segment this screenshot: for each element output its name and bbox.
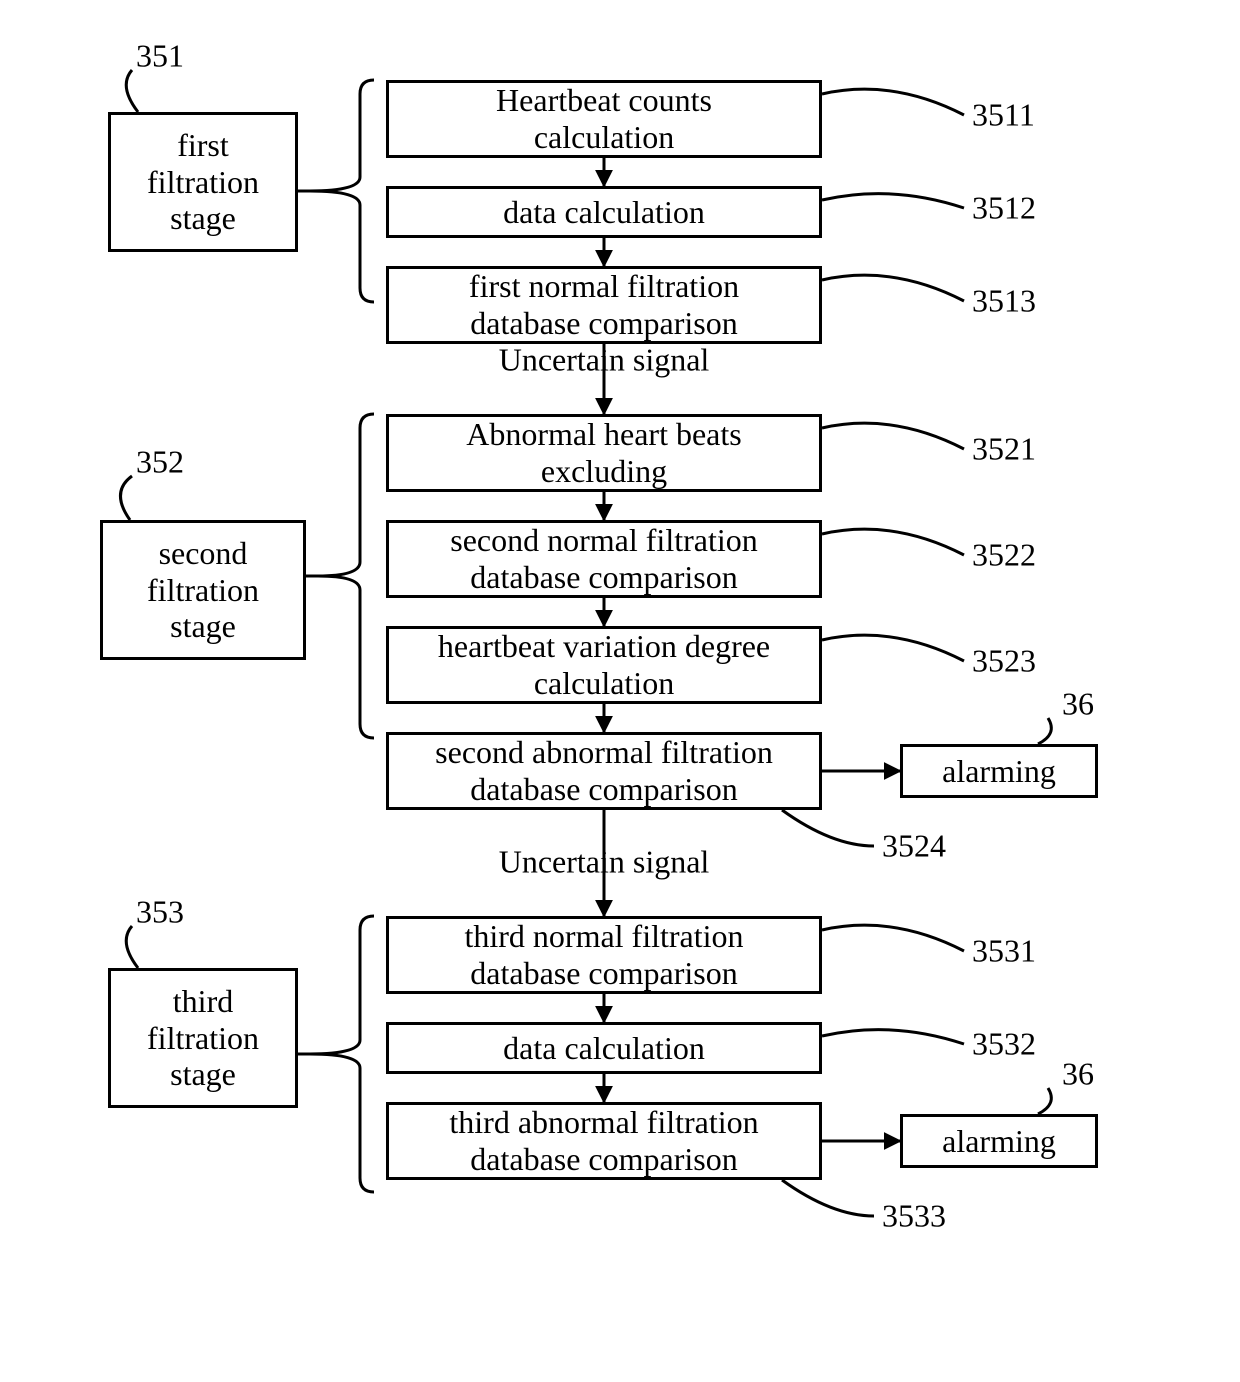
ref-label: 3513 — [972, 283, 1036, 318]
node-p3532: data calculation — [386, 1022, 822, 1074]
ref-label: 36 — [1062, 686, 1094, 721]
ref-label: 36 — [1062, 1056, 1094, 1091]
ref-label: 3532 — [972, 1026, 1036, 1061]
node-p3524: second abnormal filtrationdatabase compa… — [386, 732, 822, 810]
node-label: alarming — [942, 753, 1056, 790]
ref-label: 3533 — [882, 1198, 946, 1233]
node-label: secondfiltrationstage — [147, 535, 259, 645]
ref-label: 352 — [136, 444, 184, 479]
node-stage1: firstfiltrationstage — [108, 112, 298, 252]
ref-label: 353 — [136, 894, 184, 929]
ref-label: 3512 — [972, 190, 1036, 225]
node-label: first normal filtrationdatabase comparis… — [469, 268, 739, 342]
node-alarm2: alarming — [900, 1114, 1098, 1168]
node-label: data calculation — [503, 1030, 705, 1067]
node-label: Heartbeat countscalculation — [496, 82, 712, 156]
node-label: third normal filtrationdatabase comparis… — [464, 918, 743, 992]
node-p3522: second normal filtrationdatabase compari… — [386, 520, 822, 598]
node-label: alarming — [942, 1123, 1056, 1160]
node-stage3: thirdfiltrationstage — [108, 968, 298, 1108]
node-p3512: data calculation — [386, 186, 822, 238]
ref-label: 351 — [136, 38, 184, 73]
node-alarm1: alarming — [900, 744, 1098, 798]
node-p3523: heartbeat variation degreecalculation — [386, 626, 822, 704]
node-p3531: third normal filtrationdatabase comparis… — [386, 916, 822, 994]
node-p3533: third abnormal filtrationdatabase compar… — [386, 1102, 822, 1180]
node-label: thirdfiltrationstage — [147, 983, 259, 1093]
diagram-canvas: firstfiltrationstage 351 secondfiltrations… — [0, 0, 1240, 1382]
uncertain-signal-label: Uncertain signal — [499, 342, 710, 377]
ref-label: 3521 — [972, 431, 1036, 466]
node-label: data calculation — [503, 194, 705, 231]
node-p3513: first normal filtrationdatabase comparis… — [386, 266, 822, 344]
node-label: Abnormal heart beatsexcluding — [466, 416, 741, 490]
ref-label: 3524 — [882, 828, 946, 863]
ref-label: 3522 — [972, 537, 1036, 572]
ref-label: 3531 — [972, 933, 1036, 968]
node-label: heartbeat variation degreecalculation — [438, 628, 770, 702]
ref-label: 3511 — [972, 97, 1035, 132]
uncertain-signal-label: Uncertain signal — [499, 844, 710, 879]
node-p3511: Heartbeat countscalculation — [386, 80, 822, 158]
node-p3521: Abnormal heart beatsexcluding — [386, 414, 822, 492]
node-label: firstfiltrationstage — [147, 127, 259, 237]
ref-label: 3523 — [972, 643, 1036, 678]
node-stage2: secondfiltrationstage — [100, 520, 306, 660]
node-label: second normal filtrationdatabase compari… — [450, 522, 757, 596]
node-label: third abnormal filtrationdatabase compar… — [449, 1104, 758, 1178]
node-label: second abnormal filtrationdatabase compa… — [435, 734, 773, 808]
